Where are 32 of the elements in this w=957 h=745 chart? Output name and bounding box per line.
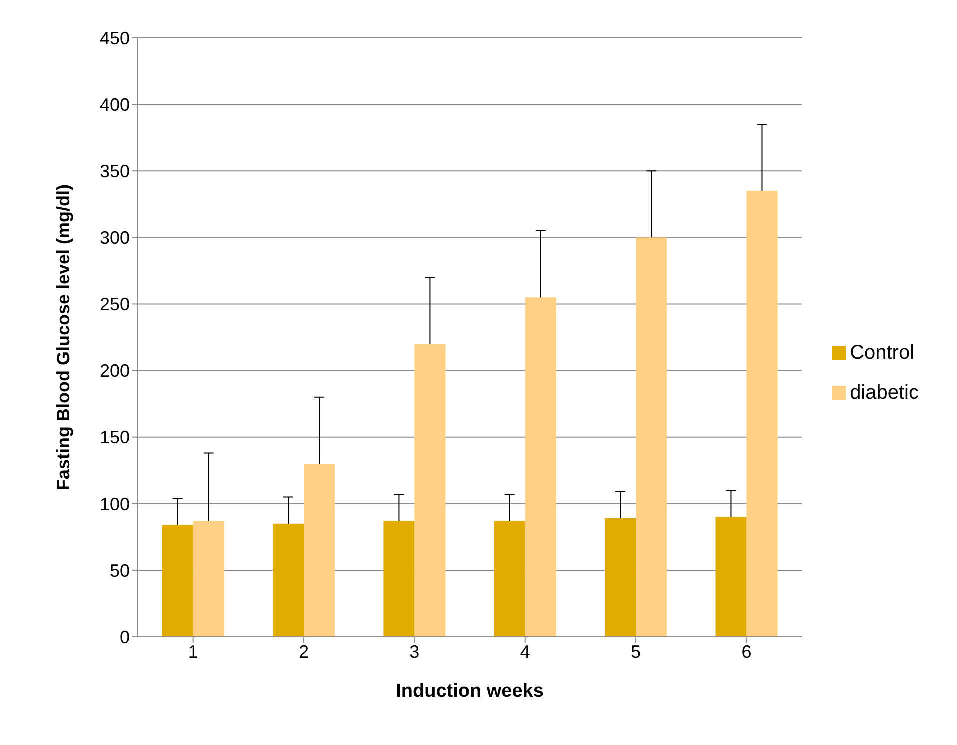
- y-tick-label: 300: [100, 228, 130, 248]
- bar: [162, 525, 194, 637]
- y-tick-label: 200: [100, 361, 130, 382]
- bar: [494, 521, 526, 637]
- x-tick-label: 3: [410, 642, 420, 662]
- bar: [525, 298, 556, 637]
- y-tick-label: 400: [100, 94, 130, 115]
- bar: [605, 518, 636, 637]
- bar: [746, 191, 778, 637]
- y-tick-label: 350: [100, 162, 130, 182]
- y-tick-label: 150: [100, 428, 130, 448]
- legend-label: Control: [850, 342, 915, 364]
- bar: [384, 521, 415, 637]
- x-axis-title: Induction weeks: [396, 681, 544, 702]
- x-tick-label: 1: [188, 642, 198, 662]
- bar: [636, 238, 668, 637]
- bar: [193, 521, 224, 637]
- y-tick-label: 0: [120, 627, 130, 648]
- x-tick-label: 2: [299, 642, 310, 662]
- y-axis-title: Fasting Blood Glucose level (mg/dl): [53, 184, 74, 491]
- x-tick-label: 4: [520, 642, 530, 662]
- legend-label: diabetic: [850, 382, 919, 404]
- y-tick-label: 250: [100, 294, 130, 315]
- bar: [304, 464, 336, 637]
- bar: [414, 344, 446, 637]
- y-tick-label: 450: [100, 28, 130, 48]
- bar: [273, 524, 304, 637]
- y-tick-label: 50: [110, 560, 130, 581]
- y-tick-label: 100: [100, 494, 130, 514]
- x-tick-label: 6: [742, 642, 752, 662]
- x-tick-label: 5: [631, 642, 642, 662]
- bar: [716, 517, 747, 637]
